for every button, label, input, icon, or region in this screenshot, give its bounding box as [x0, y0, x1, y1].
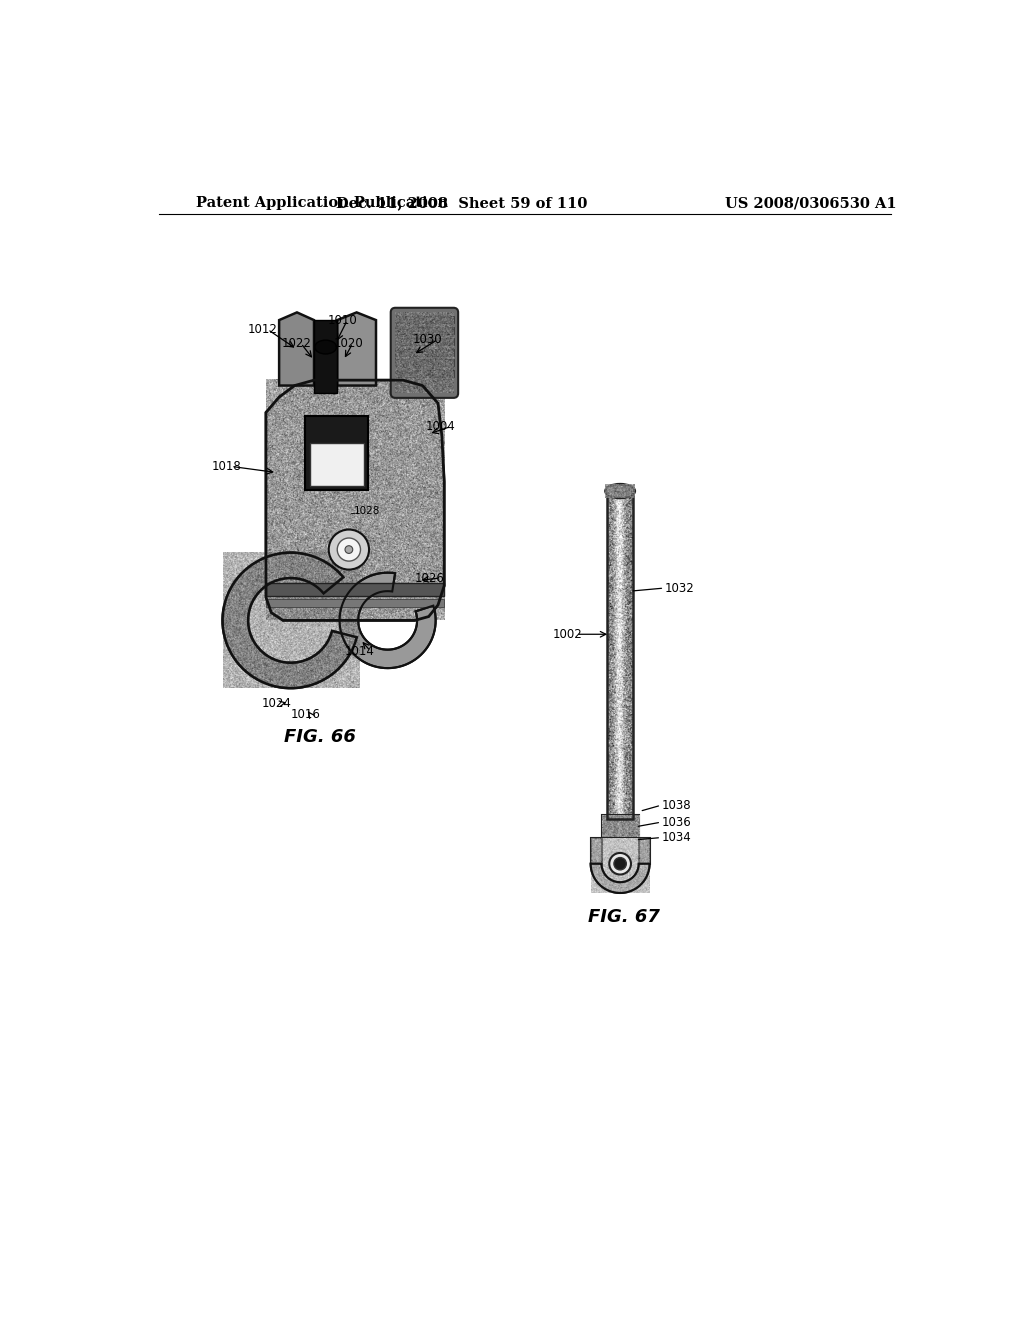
- Text: FIG. 67: FIG. 67: [588, 908, 659, 925]
- Text: 1036: 1036: [662, 816, 691, 829]
- Text: 1022: 1022: [282, 337, 311, 350]
- Polygon shape: [280, 313, 314, 385]
- Polygon shape: [310, 444, 365, 486]
- Ellipse shape: [605, 484, 635, 498]
- Ellipse shape: [314, 341, 337, 354]
- Circle shape: [614, 858, 627, 870]
- Polygon shape: [395, 359, 454, 367]
- Text: FIG. 66: FIG. 66: [285, 729, 356, 746]
- FancyBboxPatch shape: [391, 308, 458, 397]
- Polygon shape: [591, 838, 601, 863]
- Polygon shape: [395, 370, 454, 378]
- Polygon shape: [395, 327, 454, 334]
- Text: 1026: 1026: [415, 572, 444, 585]
- Text: 1038: 1038: [662, 799, 691, 812]
- Circle shape: [609, 853, 631, 874]
- Text: 1034: 1034: [662, 832, 691, 843]
- Text: 1016: 1016: [291, 708, 321, 721]
- Text: 1032: 1032: [665, 582, 694, 594]
- Polygon shape: [337, 313, 376, 385]
- Polygon shape: [591, 863, 649, 892]
- Text: 1030: 1030: [413, 333, 442, 346]
- Text: US 2008/0306530 A1: US 2008/0306530 A1: [725, 197, 896, 210]
- Polygon shape: [639, 838, 649, 863]
- Text: 1020: 1020: [334, 337, 364, 350]
- Polygon shape: [340, 573, 435, 668]
- Text: 1010: 1010: [328, 314, 357, 326]
- Polygon shape: [395, 317, 454, 323]
- Text: Patent Application Publication: Patent Application Publication: [197, 197, 449, 210]
- Text: 1002: 1002: [553, 628, 583, 640]
- Polygon shape: [305, 416, 369, 490]
- Text: Dec. 11, 2008  Sheet 59 of 110: Dec. 11, 2008 Sheet 59 of 110: [336, 197, 587, 210]
- Polygon shape: [266, 599, 444, 607]
- Polygon shape: [314, 321, 337, 393]
- Circle shape: [345, 545, 352, 553]
- Text: 1028: 1028: [354, 506, 381, 516]
- Polygon shape: [395, 348, 454, 355]
- Circle shape: [337, 539, 360, 561]
- Polygon shape: [266, 380, 444, 620]
- Polygon shape: [601, 816, 639, 837]
- Text: 1014: 1014: [344, 644, 375, 657]
- Polygon shape: [266, 583, 444, 595]
- Text: 1004: 1004: [425, 420, 455, 433]
- Polygon shape: [395, 338, 454, 345]
- Circle shape: [329, 529, 369, 570]
- Text: 1018: 1018: [212, 459, 242, 473]
- Text: 1024: 1024: [261, 697, 291, 710]
- Text: 1012: 1012: [248, 323, 278, 335]
- Polygon shape: [222, 553, 356, 688]
